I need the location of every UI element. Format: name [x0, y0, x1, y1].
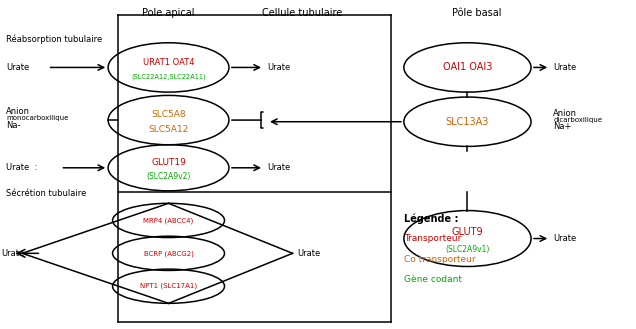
Text: Urate  :: Urate : [6, 163, 38, 172]
Text: Pole apical: Pole apical [142, 8, 195, 18]
Text: URAT1 OAT4: URAT1 OAT4 [143, 58, 194, 66]
Text: Réabsorption tubulaire: Réabsorption tubulaire [6, 35, 102, 44]
Text: Co transporteur: Co transporteur [404, 255, 476, 264]
Text: Urate: Urate [6, 63, 30, 72]
Text: Na-: Na- [6, 121, 21, 130]
Text: NPT1 (SLC17A1): NPT1 (SLC17A1) [140, 283, 197, 290]
Text: Sécrétion tubulaire: Sécrétion tubulaire [6, 189, 86, 198]
Text: Cellule tubulaire: Cellule tubulaire [262, 8, 342, 18]
Text: Anion: Anion [553, 109, 577, 118]
Text: Urate: Urate [267, 63, 291, 72]
Text: Na+: Na+ [553, 122, 572, 131]
Text: Anion: Anion [6, 107, 31, 116]
Text: monocarboxilique: monocarboxilique [6, 115, 69, 121]
Text: Urate: Urate [267, 163, 291, 172]
Text: OAI1 OAI3: OAI1 OAI3 [443, 63, 492, 72]
Text: MRP4 (ABCC4): MRP4 (ABCC4) [143, 217, 194, 224]
Text: Transporteur: Transporteur [404, 234, 461, 243]
Text: Urate: Urate [298, 249, 321, 258]
Text: GLUT9: GLUT9 [452, 227, 483, 237]
Text: SLC13A3: SLC13A3 [446, 117, 489, 127]
Text: GLUT19: GLUT19 [151, 158, 186, 167]
Text: dicarboxilique: dicarboxilique [553, 117, 602, 123]
Text: Légende :: Légende : [404, 214, 459, 224]
Text: (SLC2A9v2): (SLC2A9v2) [146, 172, 191, 181]
Text: BCRP (ABCG2): BCRP (ABCG2) [144, 250, 193, 257]
Text: Pôle basal: Pôle basal [452, 8, 502, 18]
Text: Urate: Urate [1, 249, 25, 258]
Text: (SLC22A12,SLC22A11): (SLC22A12,SLC22A11) [131, 74, 206, 80]
Text: SLC5A12: SLC5A12 [148, 125, 189, 134]
Text: Urate: Urate [553, 63, 577, 72]
Text: Gène codant: Gène codant [404, 275, 462, 284]
Text: (SLC2A9v1): (SLC2A9v1) [445, 245, 490, 254]
Text: Urate: Urate [553, 234, 577, 243]
Text: SLC5A8: SLC5A8 [151, 110, 186, 119]
